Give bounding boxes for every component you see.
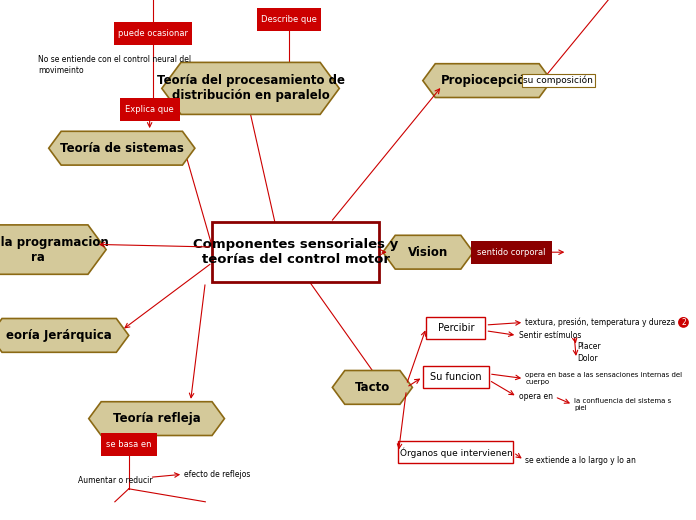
Text: la confluencia del sistema s
piel: la confluencia del sistema s piel — [574, 398, 672, 411]
Polygon shape — [49, 131, 195, 165]
Polygon shape — [333, 370, 412, 405]
Text: Teoría del procesamiento de
distribución en paralelo: Teoría del procesamiento de distribución… — [157, 74, 345, 102]
Text: a de la programacion
ra: a de la programacion ra — [0, 236, 109, 264]
Text: Explica que: Explica que — [125, 105, 174, 114]
Text: Placer: Placer — [578, 342, 601, 351]
FancyBboxPatch shape — [212, 223, 379, 282]
Text: Percibir: Percibir — [438, 322, 474, 333]
Text: Componentes sensoriales y
teorías del control motor: Componentes sensoriales y teorías del co… — [193, 238, 398, 266]
FancyBboxPatch shape — [257, 8, 321, 31]
Text: Órganos que intervienen: Órganos que intervienen — [400, 447, 512, 458]
Text: textura, presión, temperatura y dureza: textura, presión, temperatura y dureza — [525, 318, 676, 327]
Text: opera en: opera en — [519, 392, 553, 401]
Text: Tacto: Tacto — [355, 381, 390, 394]
Text: puede ocasionar: puede ocasionar — [118, 29, 188, 38]
FancyBboxPatch shape — [114, 22, 192, 45]
Polygon shape — [422, 64, 552, 98]
FancyBboxPatch shape — [101, 433, 157, 456]
Polygon shape — [161, 62, 340, 114]
Text: opera en base a las sensaciones internas del
cuerpo: opera en base a las sensaciones internas… — [525, 372, 683, 385]
FancyBboxPatch shape — [470, 241, 553, 264]
Text: Aumentar o reducir: Aumentar o reducir — [78, 476, 152, 485]
Text: Teoría refleja: Teoría refleja — [113, 412, 200, 425]
Text: Dolor: Dolor — [578, 354, 599, 363]
Text: Sentir estímulos: Sentir estímulos — [519, 331, 581, 340]
Text: Propiocepción: Propiocepción — [441, 74, 534, 87]
Text: efecto de reflejos: efecto de reflejos — [184, 470, 251, 479]
FancyBboxPatch shape — [398, 441, 514, 463]
Text: Describe que: Describe que — [261, 15, 317, 24]
Text: su composición: su composición — [523, 76, 593, 85]
Text: Su funcion: Su funcion — [430, 372, 482, 382]
Text: 2: 2 — [681, 318, 686, 327]
Polygon shape — [0, 225, 106, 274]
Polygon shape — [89, 401, 224, 436]
Polygon shape — [383, 235, 473, 269]
Text: Teoría de sistemas: Teoría de sistemas — [60, 141, 184, 155]
Text: Vision: Vision — [408, 245, 448, 258]
FancyBboxPatch shape — [426, 317, 486, 339]
Text: No se entiende con el control neural del
movimeinto: No se entiende con el control neural del… — [38, 55, 191, 75]
Text: eoría Jerárquica: eoría Jerárquica — [6, 329, 112, 342]
Text: sentido corporal: sentido corporal — [477, 248, 546, 257]
FancyBboxPatch shape — [120, 98, 180, 121]
Text: se extiende a lo largo y lo an: se extiende a lo largo y lo an — [525, 456, 636, 465]
FancyBboxPatch shape — [423, 366, 489, 388]
Polygon shape — [0, 318, 129, 353]
Text: se basa en: se basa en — [106, 440, 152, 449]
